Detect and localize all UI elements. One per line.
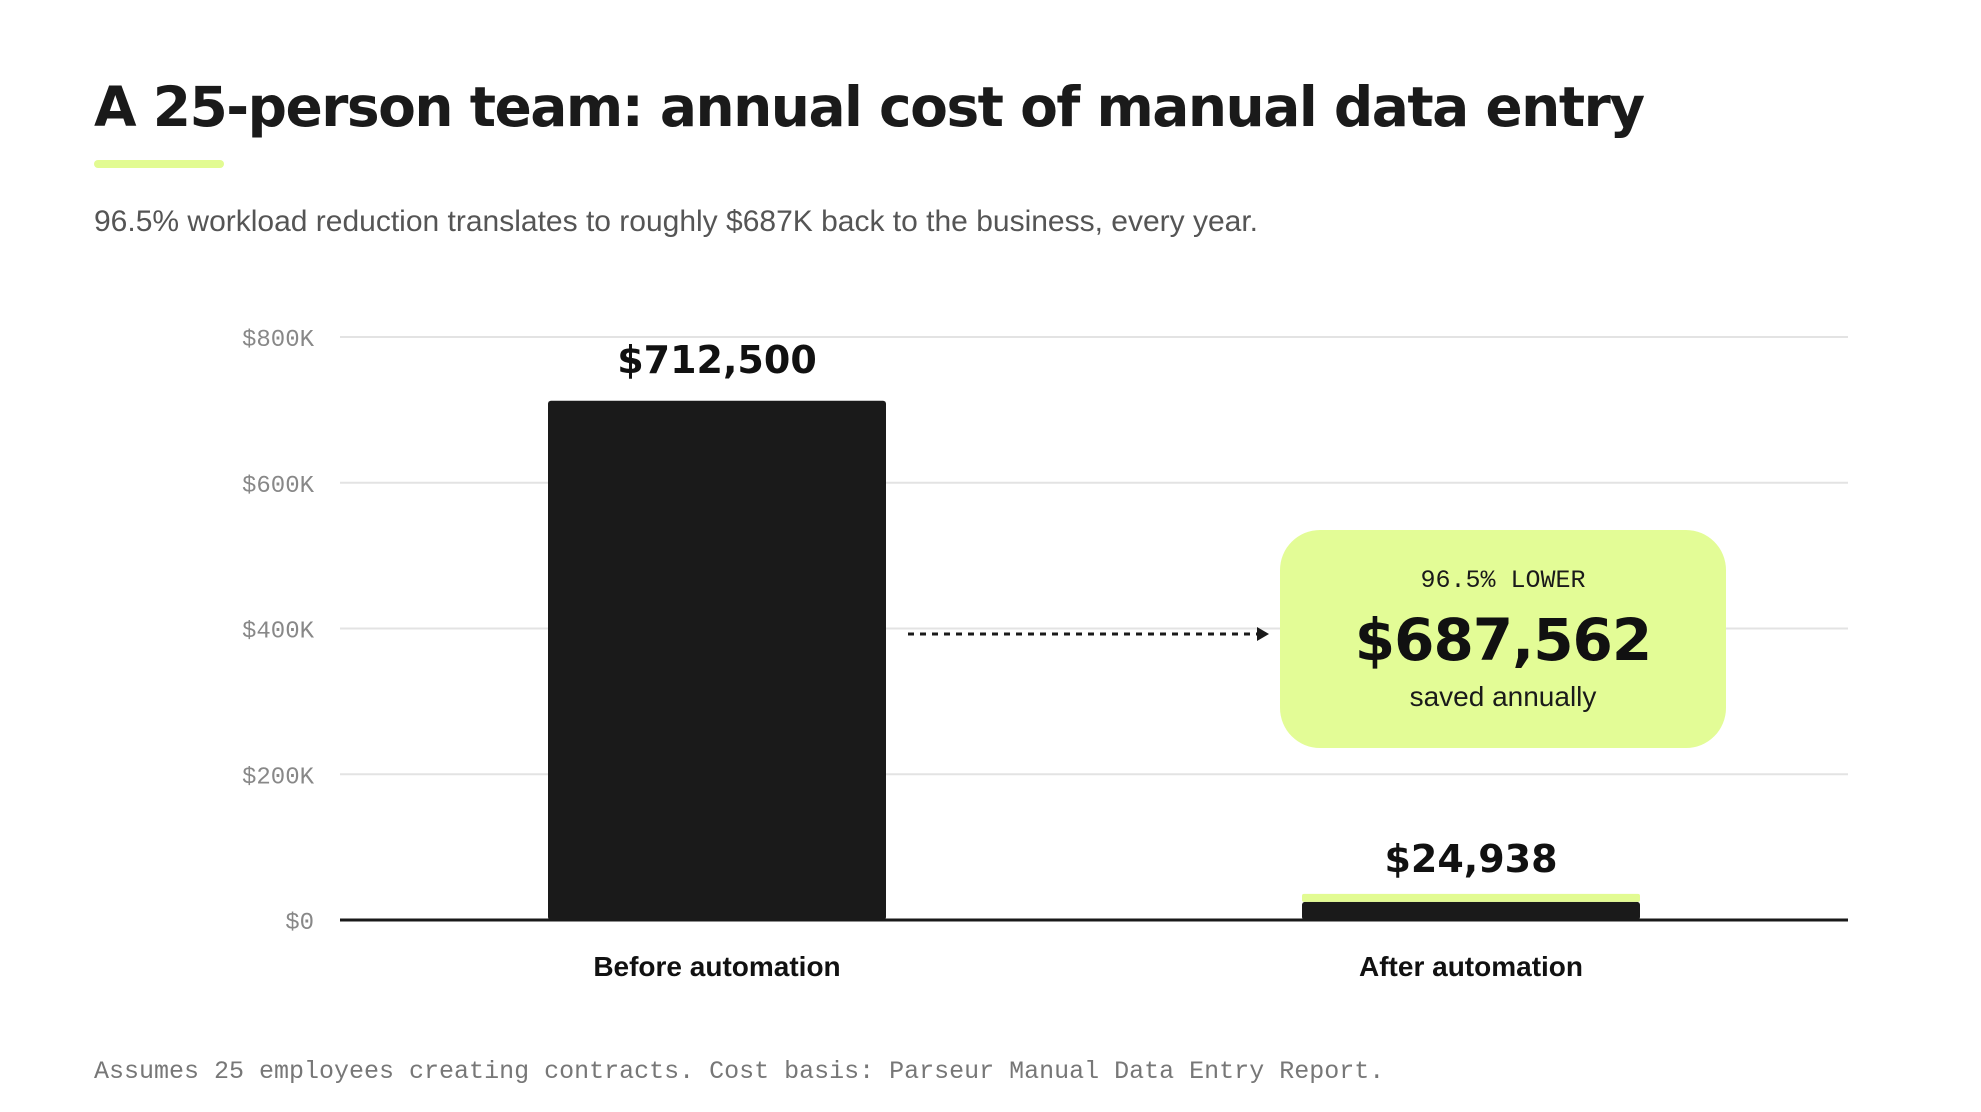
data-labels: $712,500 $24,938	[617, 338, 1557, 881]
category-labels: Before automation After automation	[593, 951, 1583, 982]
y-tick-label: $600K	[242, 473, 315, 500]
bars	[548, 400, 1640, 920]
category-label: Before automation	[593, 951, 840, 982]
y-axis-ticks: $0 $200K $400K $600K $800K	[242, 327, 315, 937]
chart-title: A 25-person team: annual cost of manual …	[94, 75, 1645, 139]
callout-savings-value: $687,562	[1354, 606, 1653, 674]
chart-subtitle: 96.5% workload reduction translates to r…	[94, 205, 1259, 238]
y-tick-label: $400K	[242, 619, 315, 646]
y-tick-label: $800K	[242, 327, 315, 354]
callout-caption: saved annually	[1409, 681, 1597, 712]
savings-callout: 96.5% LOWER $687,562 saved annually	[1280, 530, 1726, 748]
y-tick-label: $0	[285, 910, 314, 937]
bar-after-automation	[1302, 901, 1640, 920]
footnote: Assumes 25 employees creating contracts.…	[94, 1057, 1385, 1086]
data-label: $712,500	[617, 338, 817, 382]
callout-kicker: 96.5% LOWER	[1420, 566, 1586, 595]
bar-accent-cap	[1302, 893, 1640, 902]
y-tick-label: $200K	[242, 764, 315, 791]
bar-before-automation	[548, 400, 886, 920]
data-label: $24,938	[1384, 837, 1557, 881]
title-accent-underline	[94, 160, 224, 168]
category-label: After automation	[1359, 951, 1583, 982]
